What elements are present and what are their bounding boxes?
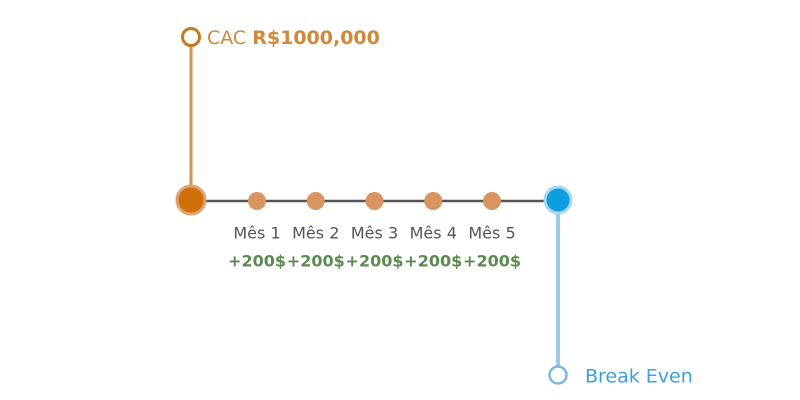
month-dot: [424, 192, 443, 210]
month-dot: [248, 192, 266, 210]
month-label: Mês 3: [351, 224, 398, 243]
month-label: Mês 1: [233, 224, 280, 243]
month-dot: [483, 192, 501, 210]
cac-value: R$1000,000: [252, 27, 380, 49]
month-dot: [306, 192, 325, 210]
month-gain: +200$: [228, 252, 286, 271]
month-label: Mês 5: [468, 224, 515, 243]
month-dot: [365, 192, 384, 210]
month-label: Mês 4: [410, 224, 457, 243]
month-gain: +200$: [287, 252, 345, 271]
break-even-label: Break Even: [585, 366, 693, 388]
cac-text: CAC R$1000,000: [207, 27, 380, 49]
months: Mês 1 +200$ Mês 2 +200$ Mês 3 +200$ Mês 4 +200$…: [228, 192, 521, 271]
break-even-end: [548, 365, 568, 385]
month-gain: +200$: [346, 252, 404, 271]
break-even-node: [543, 185, 573, 215]
month-gain: +200$: [404, 252, 462, 271]
month-gain: +200$: [463, 252, 521, 271]
start-node: [175, 184, 207, 216]
cac-label: CAC: [207, 27, 246, 49]
month-label: Mês 2: [292, 224, 339, 243]
cac-node: [181, 27, 201, 47]
